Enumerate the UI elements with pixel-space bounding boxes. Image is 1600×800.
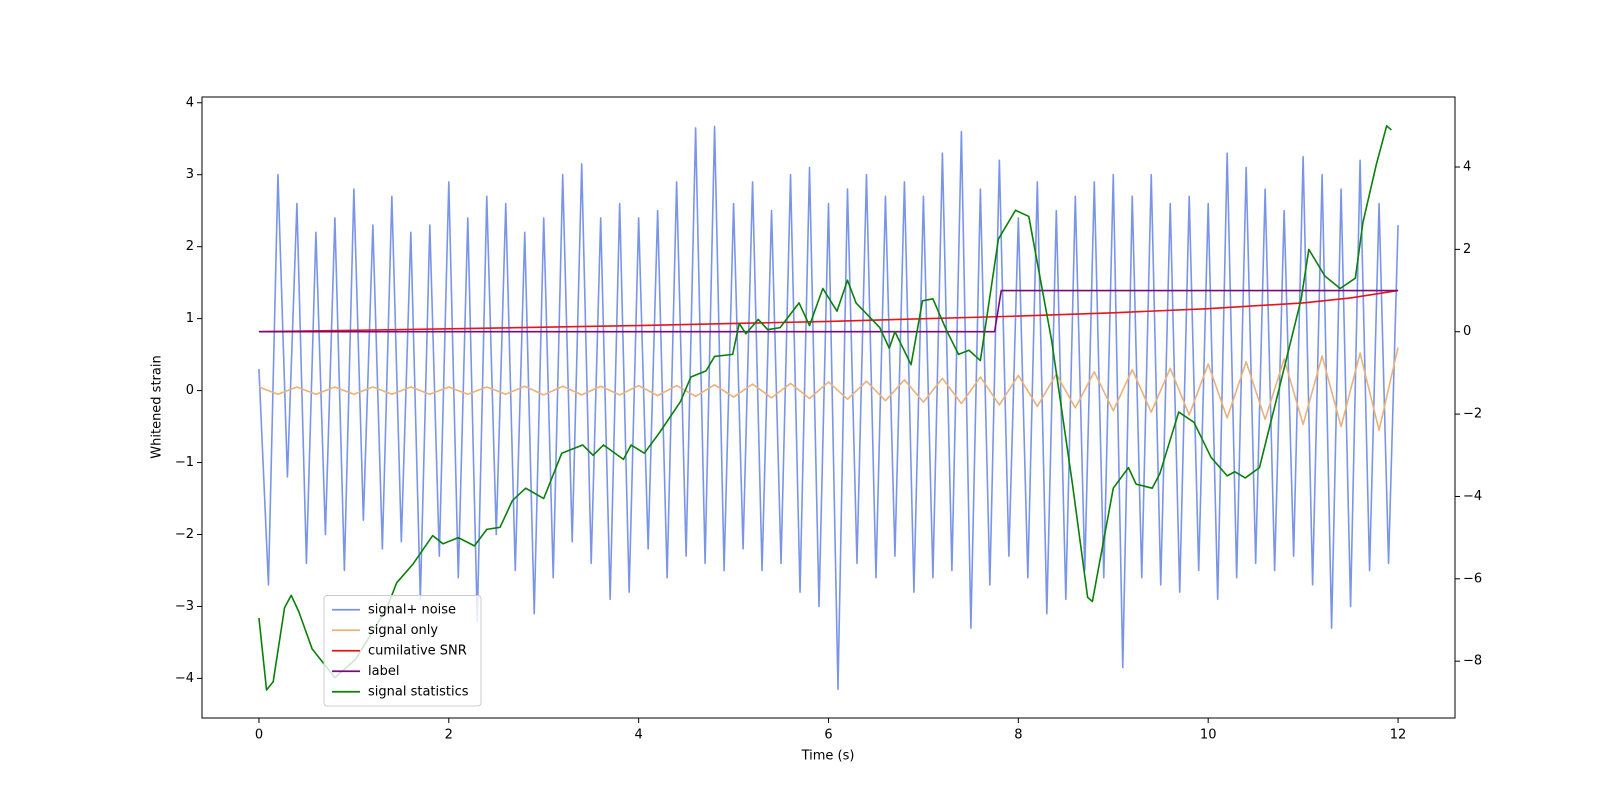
y-tick-label: −3 — [175, 599, 194, 614]
x-tick-label: 6 — [824, 728, 832, 743]
x-tick-label: 0 — [255, 728, 263, 743]
legend-label: label — [368, 664, 399, 679]
y2-tick-label: 0 — [1463, 324, 1471, 339]
legend-label: signal only — [368, 623, 438, 638]
plot-area — [258, 125, 1399, 691]
x-tick-label: 8 — [1014, 728, 1022, 743]
y-tick-label: −4 — [175, 671, 194, 686]
y2-tick-label: −6 — [1463, 571, 1482, 586]
y2-tick-label: −4 — [1463, 489, 1482, 504]
legend-box — [323, 595, 482, 707]
y-tick-label: 3 — [186, 167, 194, 182]
y-tick-label: −2 — [175, 527, 194, 542]
y-tick-label: −1 — [175, 455, 194, 470]
legend-label: cumilative SNR — [368, 643, 467, 658]
y-tick-label: 1 — [186, 311, 194, 326]
y2-tick-label: 2 — [1463, 242, 1471, 257]
x-tick-label: 2 — [445, 728, 453, 743]
x-axis-label: Time (s) — [801, 749, 855, 764]
x-tick-label: 10 — [1200, 728, 1217, 743]
series-line — [258, 347, 1399, 431]
x-tick-label: 12 — [1390, 728, 1407, 743]
y-tick-label: 2 — [186, 239, 194, 254]
x-tick-label: 4 — [635, 728, 643, 743]
y2-tick-label: 4 — [1463, 160, 1471, 175]
series-line — [258, 125, 1392, 691]
y2-tick-label: −2 — [1463, 407, 1482, 422]
legend-label: signal+ noise — [368, 602, 456, 617]
legend-label: signal statistics — [368, 684, 469, 699]
series-line — [258, 289, 1399, 333]
series-line — [258, 289, 1399, 333]
y-axis-label: Whitened strain — [150, 355, 165, 458]
y2-tick-label: −8 — [1463, 654, 1482, 669]
y-tick-label: 0 — [186, 383, 194, 398]
series-line — [258, 125, 1399, 691]
y-tick-label: 4 — [186, 95, 194, 110]
